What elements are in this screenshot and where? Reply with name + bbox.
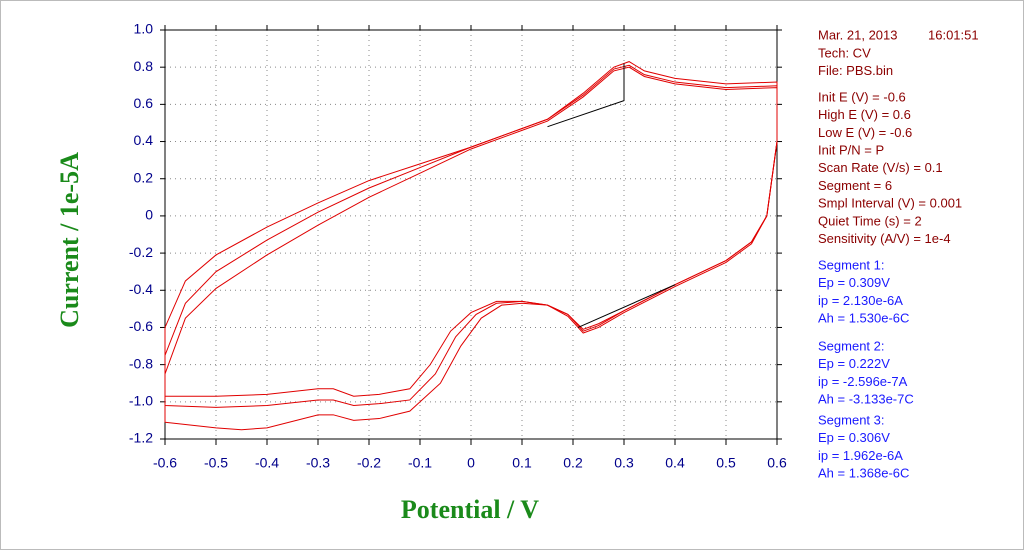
x-tick-label: -0.3	[306, 455, 330, 471]
x-tick-label: -0.4	[255, 455, 279, 471]
segment-line: Ah = 1.368e-6C	[818, 466, 909, 481]
y-axis-title: Current / 1e-5A	[55, 152, 84, 328]
y-tick-label: -1.2	[129, 430, 153, 446]
segment-title: Segment 3:	[818, 412, 885, 427]
curve	[164, 66, 778, 431]
x-tick-label: -0.6	[153, 455, 177, 471]
parameter: Init E (V) = -0.6	[818, 89, 906, 104]
parameter: Low E (V) = -0.6	[818, 125, 912, 140]
x-tick-label: -0.1	[408, 455, 432, 471]
parameter: High E (V) = 0.6	[818, 107, 911, 122]
x-tick-label: 0.2	[563, 455, 583, 471]
y-tick-label: 0	[145, 207, 153, 223]
curve	[164, 64, 778, 408]
segment-title: Segment 1:	[818, 257, 885, 272]
y-tick-label: -0.2	[129, 244, 153, 260]
x-tick-label: 0	[467, 455, 475, 471]
x-tick-label: 0.3	[614, 455, 634, 471]
y-tick-label: 0.4	[134, 132, 154, 148]
parameter: Scan Rate (V/s) = 0.1	[818, 160, 943, 175]
x-tick-label: 0.1	[512, 455, 532, 471]
y-tick-label: 0.2	[134, 169, 154, 185]
x-tick-label: 0.5	[716, 455, 736, 471]
x-tick-label: 0.6	[767, 455, 787, 471]
y-tick-label: 0.8	[134, 58, 154, 74]
parameter: Sensitivity (A/V) = 1e-4	[818, 231, 951, 246]
segment-line: ip = 1.962e-6A	[818, 448, 903, 463]
parameter: Quiet Time (s) = 2	[818, 213, 922, 228]
y-tick-label: -0.6	[129, 318, 153, 334]
segment-line: Ep = 0.222V	[818, 356, 890, 371]
segment-title: Segment 2:	[818, 338, 885, 353]
header-line: Tech: CV	[818, 45, 871, 60]
y-tick-label: -0.8	[129, 355, 153, 371]
segment-line: Ah = -3.133e-7C	[818, 392, 914, 407]
segment-line: Ep = 0.306V	[818, 430, 890, 445]
segment-line: ip = -2.596e-7A	[818, 374, 908, 389]
time: 16:01:51	[928, 27, 979, 42]
y-tick-label: -1.0	[129, 393, 153, 409]
y-tick-label: 0.6	[134, 95, 154, 111]
x-tick-label: -0.2	[357, 455, 381, 471]
segment-line: Ep = 0.309V	[818, 275, 890, 290]
parameter: Smpl Interval (V) = 0.001	[818, 196, 962, 211]
segment-line: Ah = 1.530e-6C	[818, 311, 909, 326]
curve	[547, 63, 625, 128]
plot-frame	[164, 29, 778, 440]
parameter: Segment = 6	[818, 178, 892, 193]
y-tick-label: -0.4	[129, 281, 153, 297]
x-tick-label: -0.5	[204, 455, 228, 471]
segment-line: ip = 2.130e-6A	[818, 293, 903, 308]
parameter: Init P/N = P	[818, 143, 884, 158]
header-line: File: PBS.bin	[818, 63, 893, 78]
date: Mar. 21, 2013	[818, 27, 898, 42]
curve	[577, 284, 676, 328]
x-tick-label: 0.4	[665, 455, 685, 471]
x-axis-title: Potential / V	[401, 495, 539, 524]
y-tick-label: 1.0	[134, 21, 154, 37]
